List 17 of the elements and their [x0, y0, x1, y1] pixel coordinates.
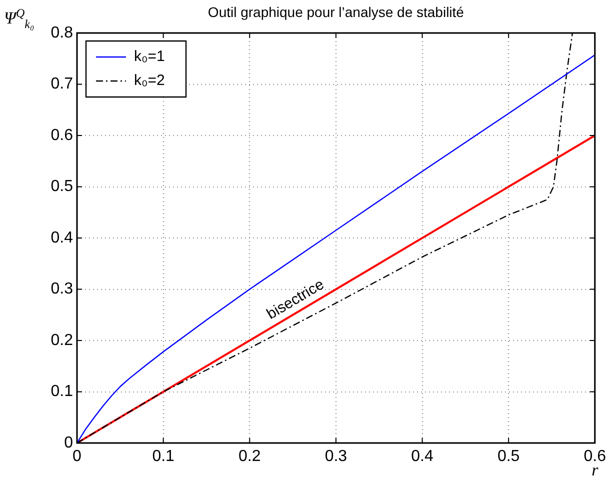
- y-tick-label: 0.8: [50, 24, 74, 42]
- x-tick-label: 0.2: [238, 448, 261, 466]
- x-tick-label: 0.3: [324, 448, 348, 466]
- y-tick-label: 0.2: [50, 332, 74, 349]
- x-tick-label: 0.4: [411, 448, 434, 466]
- y-tick-label: 0.6: [50, 126, 74, 144]
- y-tick-label: 0.3: [50, 280, 74, 298]
- y-tick-label: 0.7: [50, 76, 74, 93]
- legend-label: k₀=2: [134, 72, 165, 90]
- x-tick-label: 0.1: [152, 448, 175, 466]
- y-tick-label: 0.5: [50, 178, 74, 196]
- y-tick-label: 0.1: [50, 383, 74, 400]
- legend-label: k₀=1: [134, 48, 165, 66]
- y-tick-label: 0.4: [50, 229, 74, 246]
- y-tick-label: 0: [64, 434, 74, 452]
- x-tick-label: 0.5: [497, 448, 520, 466]
- chart-title: Outil graphique pour l’analyse de stabilité: [208, 4, 464, 20]
